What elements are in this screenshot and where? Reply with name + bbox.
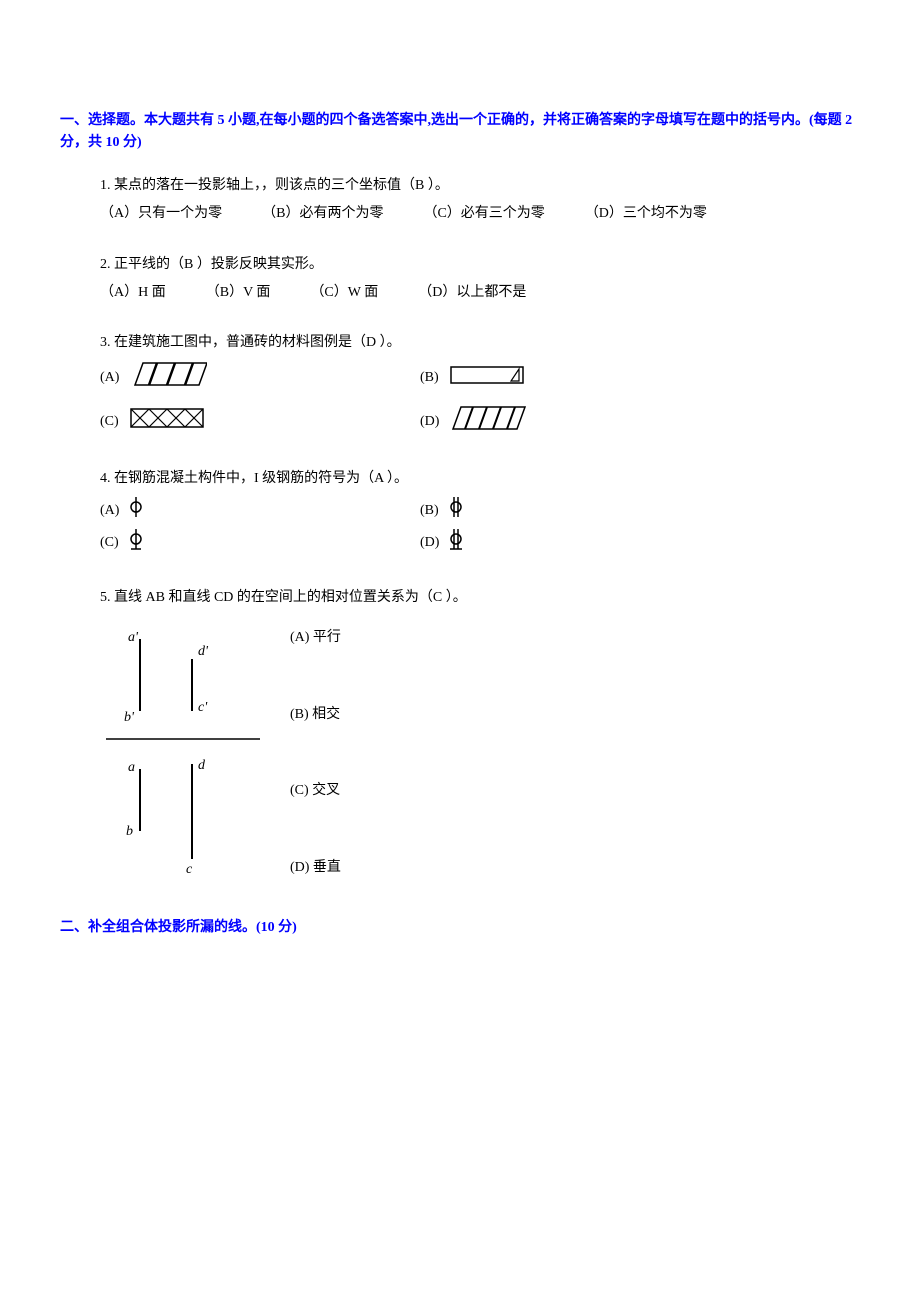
q5-option-c: (C) 交叉 <box>290 780 341 802</box>
hatch-parallelogram-3lines-icon <box>127 361 207 395</box>
label-a: a <box>128 760 135 775</box>
rebar-grade4-icon <box>447 528 465 558</box>
q2-option-a: （A）H 面 <box>100 282 166 304</box>
rebar-grade3-icon <box>127 528 145 558</box>
q2-stem: 2. 正平线的（B ）投影反映其实形。 <box>100 254 860 276</box>
q2-option-d: （D）以上都不是 <box>418 282 526 304</box>
q1-option-c: （C）必有三个为零 <box>423 203 544 225</box>
hatch-parallelogram-4lines-icon <box>447 405 527 439</box>
q3-option-c-label: (C) <box>100 411 119 433</box>
q2-option-b: （B）V 面 <box>206 282 271 304</box>
rebar-grade1-icon <box>127 496 145 526</box>
q4-option-d-label: (D) <box>420 532 439 554</box>
q4-stem: 4. 在钢筋混凝土构件中，I 级钢筋的符号为（A ）。 <box>100 468 860 490</box>
question-5: 5. 直线 AB 和直线 CD 的在空间上的相对位置关系为（C ）。 a' b'… <box>100 587 860 888</box>
label-b-prime: b' <box>124 710 135 725</box>
q1-option-b: （B）必有两个为零 <box>262 203 383 225</box>
q4-option-a-label: (A) <box>100 500 119 522</box>
label-c-prime: c' <box>198 700 208 715</box>
q3-stem: 3. 在建筑施工图中，普通砖的材料图例是（D ）。 <box>100 332 860 354</box>
crosshatch-box-icon <box>127 407 207 437</box>
q4-option-b-label: (B) <box>420 500 439 522</box>
rectangle-triangle-icon <box>447 363 527 393</box>
label-b: b <box>126 824 133 839</box>
q1-stem: 1. 某点的落在一投影轴上，，则该点的三个坐标值（B ）。 <box>100 175 860 197</box>
q2-options: （A）H 面 （B）V 面 （C）W 面 （D）以上都不是 <box>100 282 860 304</box>
question-1: 1. 某点的落在一投影轴上，，则该点的三个坐标值（B ）。 （A）只有一个为零 … <box>100 175 860 226</box>
label-c: c <box>186 862 193 877</box>
questions-container: 1. 某点的落在一投影轴上，，则该点的三个坐标值（B ）。 （A）只有一个为零 … <box>60 175 860 888</box>
q3-options: (A) (B) <box>100 361 860 440</box>
label-d: d <box>198 758 206 773</box>
projection-diagram-icon: a' b' d' c' a b d c <box>100 619 270 879</box>
q1-option-d: （D）三个均不为零 <box>585 203 707 225</box>
question-4: 4. 在钢筋混凝土构件中，I 级钢筋的符号为（A ）。 (A) (B) <box>100 468 860 559</box>
rebar-grade2-icon <box>447 496 465 526</box>
q5-options: (A) 平行 (B) 相交 (C) 交叉 (D) 垂直 <box>290 619 341 887</box>
label-a-prime: a' <box>128 630 139 645</box>
q2-option-c: （C）W 面 <box>310 282 378 304</box>
q1-option-a: （A）只有一个为零 <box>100 203 222 225</box>
label-d-prime: d' <box>198 644 209 659</box>
q1-options: （A）只有一个为零 （B）必有两个为零 （C）必有三个为零 （D）三个均不为零 <box>100 203 860 225</box>
q5-stem: 5. 直线 AB 和直线 CD 的在空间上的相对位置关系为（C ）。 <box>100 587 860 609</box>
section2-header: 二、补全组合体投影所漏的线。(10 分) <box>60 917 860 939</box>
q5-option-a: (A) 平行 <box>290 627 341 649</box>
q5-option-b: (B) 相交 <box>290 704 341 726</box>
q4-options: (A) (B) <box>100 496 860 559</box>
q3-option-d-label: (D) <box>420 411 439 433</box>
q4-option-c-label: (C) <box>100 532 119 554</box>
question-3: 3. 在建筑施工图中，普通砖的材料图例是（D ）。 (A) (B) <box>100 332 860 439</box>
q5-layout: a' b' d' c' a b d c (A) 平行 (B) 相交 <box>100 619 860 887</box>
q5-diagram: a' b' d' c' a b d c <box>100 619 290 887</box>
question-2: 2. 正平线的（B ）投影反映其实形。 （A）H 面 （B）V 面 （C）W 面… <box>100 254 860 305</box>
q3-option-a-label: (A) <box>100 367 119 389</box>
section1-header: 一、选择题。本大题共有 5 小题,在每小题的四个备选答案中,选出一个正确的，并将… <box>60 110 860 155</box>
q3-option-b-label: (B) <box>420 367 439 389</box>
q5-option-d: (D) 垂直 <box>290 857 341 879</box>
